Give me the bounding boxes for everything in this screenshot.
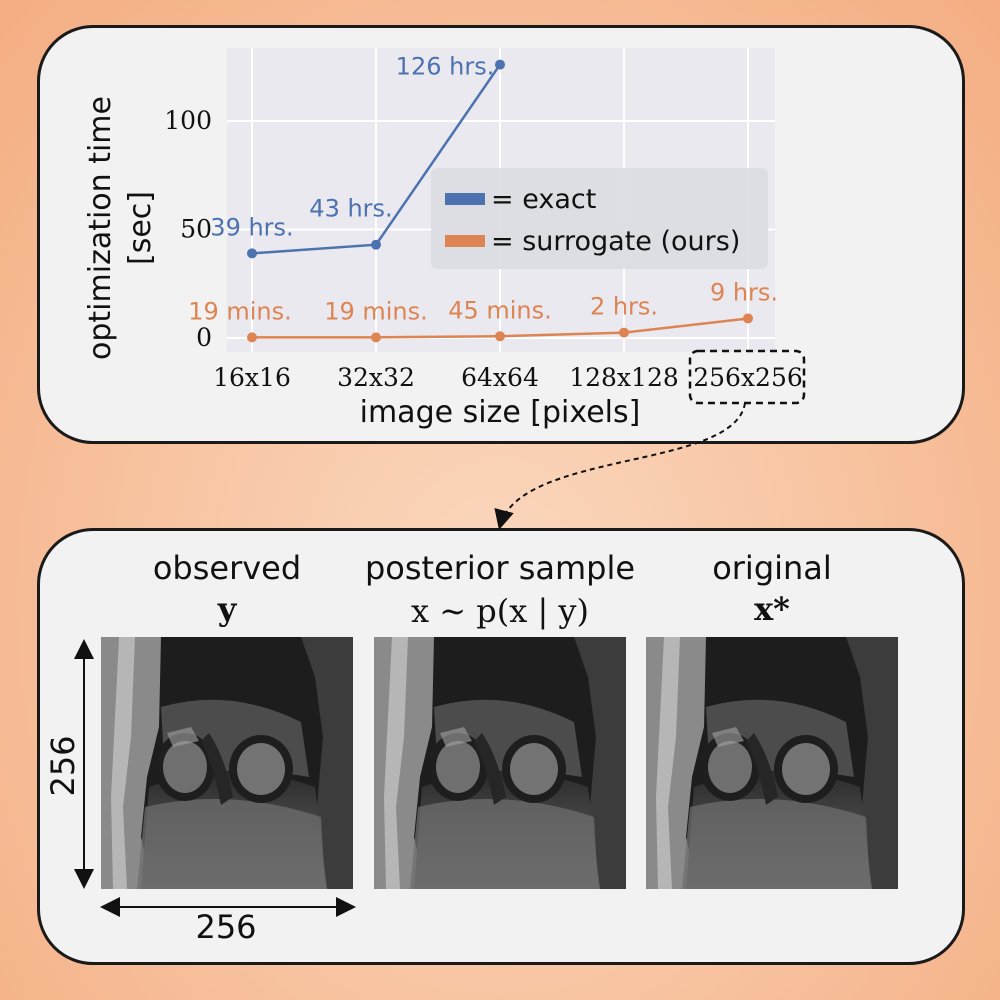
observed-image [101, 637, 353, 889]
y-tick-label: 0 [196, 323, 212, 352]
posterior-symbol: x ∼ p(x | y) [411, 592, 589, 630]
data-label-surrogate: 2 hrs. [590, 293, 658, 321]
data-label-surrogate: 19 mins. [188, 297, 292, 325]
data-point-surrogate [743, 313, 753, 324]
x-tick-label: 64x64 [461, 363, 539, 392]
legend-box [431, 168, 768, 269]
data-point-surrogate [495, 331, 505, 342]
posterior-image [374, 637, 626, 889]
original-symbol: x* [754, 590, 790, 628]
original-title: original [712, 549, 832, 587]
legend-swatch-exact [445, 193, 485, 205]
legend-label-surrogate: = surrogate (ours) [491, 226, 740, 257]
data-point-surrogate [619, 327, 629, 338]
x-tick-label: 16x16 [213, 363, 291, 392]
x-axis-label: image size [pixels] [360, 395, 641, 430]
series-layer [247, 59, 753, 343]
observed-title: observed [153, 549, 301, 587]
data-point-surrogate [371, 332, 381, 343]
data-label-surrogate: 45 mins. [448, 296, 552, 324]
x-tick-label: 32x32 [337, 363, 415, 392]
data-label-surrogate: 19 mins. [324, 297, 428, 325]
data-point-surrogate [247, 332, 257, 343]
height-dimension-label: 256 [44, 735, 82, 796]
x-tick-labels: 16x16 32x32 64x64 128x128 256x256 [213, 363, 803, 392]
data-point-exact [247, 248, 257, 259]
y-tick-labels: 0 50 100 [164, 106, 212, 352]
y-tick-label: 100 [164, 106, 212, 135]
data-point-exact [495, 59, 505, 70]
original-image [646, 637, 898, 889]
data-point-exact [371, 239, 381, 250]
legend-swatch-surrogate [445, 235, 485, 247]
observed-symbol: y [217, 590, 238, 628]
data-label-exact: 39 hrs. [210, 213, 293, 241]
posterior-title: posterior sample [365, 549, 635, 587]
y-tick-label: 50 [180, 215, 212, 244]
data-label-exact: 126 hrs. [396, 53, 495, 81]
x-tick-label: 256x256 [693, 363, 803, 392]
width-dimension-label: 256 [195, 908, 256, 946]
legend-label-exact: = exact [491, 184, 596, 215]
highlight-box [688, 349, 806, 405]
data-label-exact: 43 hrs. [309, 195, 392, 223]
data-labels: 39 hrs. 43 hrs. 126 hrs. 19 mins. 19 mins. 45… [188, 53, 778, 326]
y-axis-label-line2: [sec] [123, 191, 158, 265]
x-tick-label: 128x128 [569, 363, 679, 392]
connector-arrow [494, 402, 746, 530]
data-label-surrogate: 9 hrs. [710, 278, 778, 306]
legend: = exact = surrogate (ours) [431, 168, 768, 269]
y-axis-label-line1: optimization time [83, 96, 118, 360]
